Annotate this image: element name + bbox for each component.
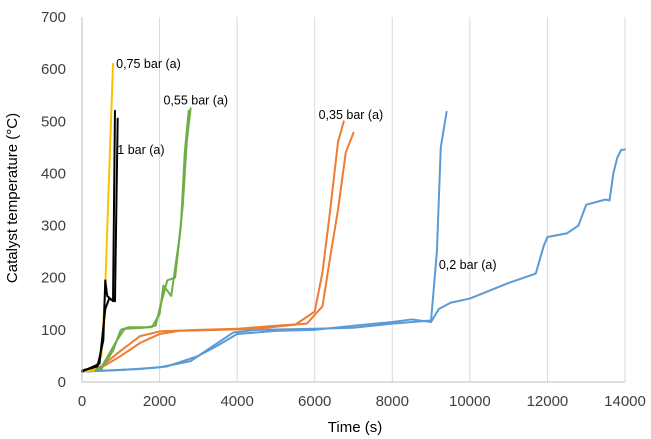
pressure-label-5: 0,2 bar (a) <box>439 258 497 272</box>
x-tick-label: 0 <box>78 393 86 410</box>
x-tick-labels: 0 2000 4000 6000 8000 10000 12000 14000 <box>78 393 646 410</box>
x-axis-label: Time (s) <box>328 419 382 436</box>
series-line-4 <box>81 131 355 373</box>
x-tick-label: 6000 <box>298 393 331 410</box>
grid-lines <box>159 17 626 382</box>
y-tick-label: 200 <box>41 270 66 287</box>
x-tick-label: 4000 <box>220 393 253 410</box>
series-annotations: 0,75 bar (a) 1 bar (a) 0,55 bar (a) 0,35 ba… <box>116 57 496 272</box>
x-tick-label: 14000 <box>604 393 646 410</box>
y-tick-label: 100 <box>41 322 66 339</box>
data-series <box>81 62 626 373</box>
y-tick-label: 0 <box>58 374 66 391</box>
y-tick-label: 600 <box>41 61 66 78</box>
pressure-label-2: 1 bar (a) <box>117 143 164 157</box>
series-line-2 <box>81 148 626 373</box>
x-tick-label: 12000 <box>527 393 569 410</box>
x-tick-label: 2000 <box>143 393 176 410</box>
series-line-7 <box>81 62 115 373</box>
x-tick-label: 10000 <box>449 393 491 410</box>
y-tick-label: 300 <box>41 218 66 235</box>
x-tick-label: 8000 <box>376 393 409 410</box>
y-tick-labels: 0 100 200 300 400 500 600 700 <box>41 9 66 391</box>
series-line-9 <box>81 117 119 373</box>
pressure-label-3: 0,55 bar (a) <box>163 94 228 108</box>
y-tick-label: 700 <box>41 9 66 26</box>
y-tick-label: 400 <box>41 165 66 182</box>
pressure-label-1: 0,75 bar (a) <box>116 57 181 71</box>
y-tick-label: 500 <box>41 113 66 130</box>
series-line-6 <box>81 109 190 373</box>
axes <box>81 17 625 383</box>
pressure-label-4: 0,35 bar (a) <box>319 108 384 122</box>
y-axis-label: Catalyst temperature (°C) <box>4 113 21 283</box>
